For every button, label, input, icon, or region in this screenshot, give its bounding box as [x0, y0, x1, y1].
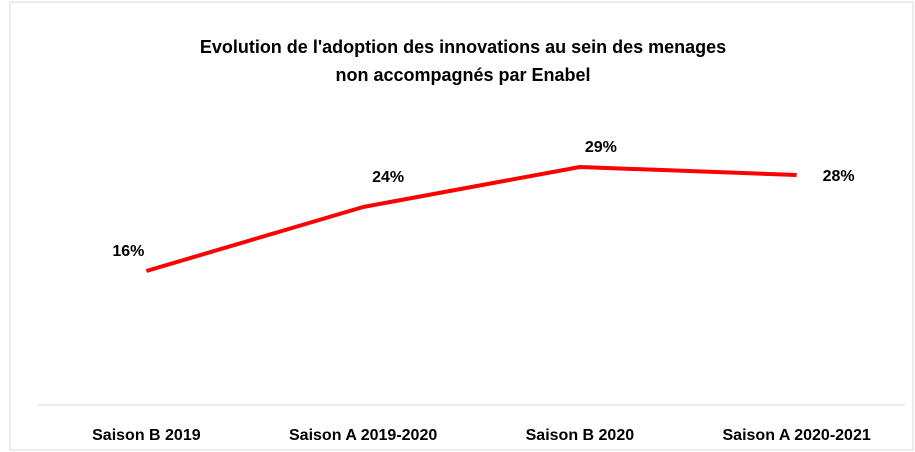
- data-line: [145, 165, 797, 273]
- chart-title: non accompagnés par Enabel: [335, 65, 590, 85]
- x-tick-label: Saison B 2019: [92, 427, 201, 444]
- x-tick-label: Saison A 2020-2021: [723, 427, 871, 444]
- x-tick-label: Saison A 2019-2020: [289, 427, 437, 444]
- data-label: 16%: [112, 243, 144, 260]
- x-tick-label: Saison B 2020: [526, 427, 635, 444]
- data-label: 24%: [372, 169, 404, 186]
- data-label: 29%: [585, 139, 617, 156]
- chart-frame: [9, 1, 914, 451]
- data-label: 28%: [823, 168, 855, 185]
- chart-title: Evolution de l'adoption des innovations …: [200, 37, 726, 57]
